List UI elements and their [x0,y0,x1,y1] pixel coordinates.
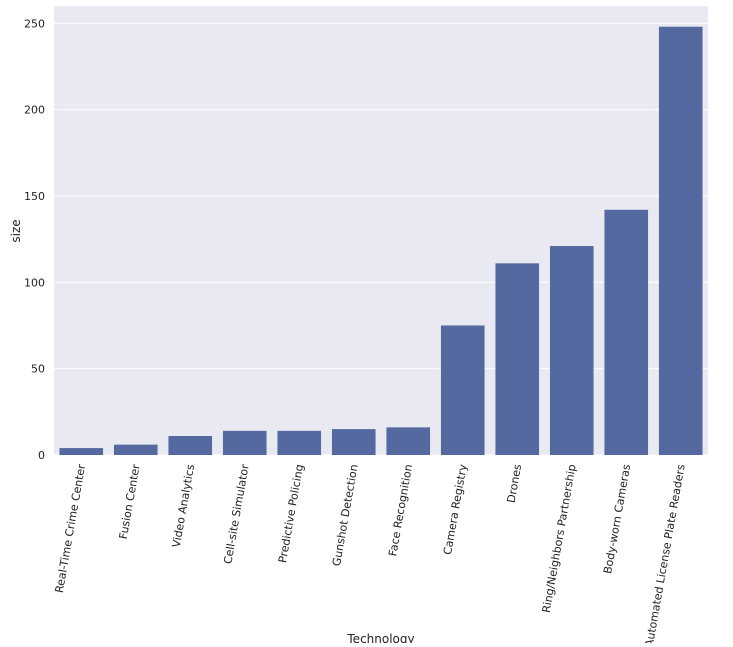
x-axis-ticks: Real-Time Crime Center Fusion Center Video… [53,463,688,647]
x-tick-label: Predictive Policing [276,463,306,564]
bar [658,26,703,455]
y-axis-ticks: 0 50 100 150 200 250 [24,17,45,462]
x-tick-label: Body-worn Cameras [601,463,633,575]
bar [222,430,267,455]
y-tick-label: 250 [24,17,45,30]
x-tick-label: Drones [505,463,525,504]
x-tick-label: Camera Registry [441,463,470,556]
bar [331,429,376,455]
y-tick-label: 200 [24,104,45,117]
bar [440,325,485,455]
x-tick-label: Automated License Plate Readers [643,463,688,643]
y-tick-label: 50 [31,363,45,376]
x-tick-label: Cell-site Simulator [221,463,251,565]
x-axis-label: Technology [346,632,414,643]
bar [113,444,158,455]
bar [168,436,213,455]
x-tick-label: Real-Time Crime Center [53,463,89,594]
x-tick-label: Face Recognition [386,463,415,557]
x-tick-label: Ring/Neighbors Partnership [540,463,579,614]
x-tick-label: Gunshot Detection [330,463,361,567]
y-tick-label: 150 [24,190,45,203]
x-tick-label: Video Analytics [170,463,197,549]
x-tick-label: Fusion Center [117,463,143,540]
y-axis-label: size [9,219,23,242]
gridlines [54,22,708,456]
bar [604,209,649,455]
bar [277,430,322,455]
y-tick-label: 100 [24,276,45,289]
bar [549,246,594,455]
bar [495,263,540,455]
y-tick-label: 0 [38,449,45,462]
bar [59,448,104,455]
bar [386,427,431,455]
plot-background [54,6,708,455]
bars [59,26,703,455]
